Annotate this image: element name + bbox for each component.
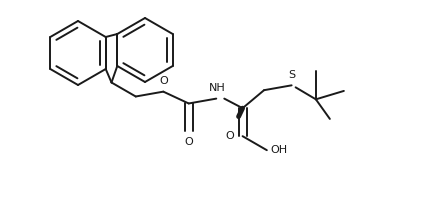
Text: S: S [288, 70, 295, 80]
Text: O: O [184, 137, 193, 147]
Text: NH: NH [209, 83, 226, 93]
Text: OH: OH [271, 145, 288, 155]
Text: O: O [159, 76, 168, 86]
Text: O: O [226, 131, 235, 141]
